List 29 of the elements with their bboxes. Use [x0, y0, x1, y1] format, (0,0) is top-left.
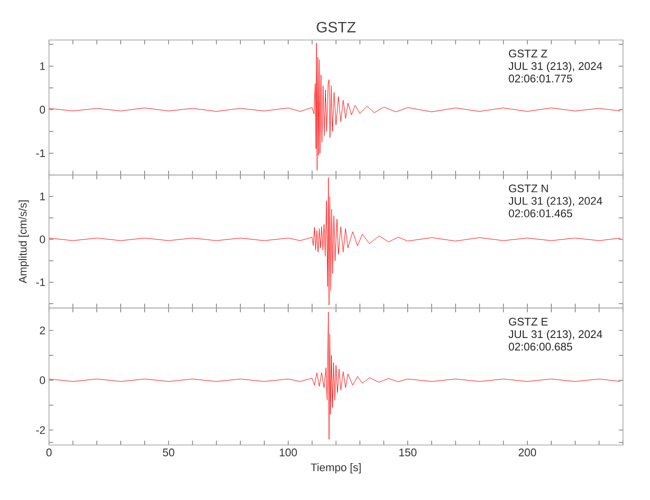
annotation: 02:06:01.775 — [508, 74, 572, 82]
x-tick-label: 50 — [162, 448, 174, 456]
annotation: 02:06:01.465 — [508, 210, 572, 218]
y-axis-title: Amplitud [cm/s/s] — [18, 200, 29, 284]
x-tick-label: 150 — [399, 448, 416, 456]
y-tick-label: -1 — [36, 278, 45, 286]
annotation: GSTZ Z — [508, 50, 548, 58]
y-tick-label: -2 — [36, 426, 45, 434]
y-tick-label: -1 — [36, 149, 45, 157]
line-series — [49, 312, 621, 440]
y-tick-label: 0 — [40, 376, 46, 384]
annotation: JUL 31 (213), 2024 — [508, 196, 602, 207]
annotation: JUL 31 (213), 2024 — [508, 330, 602, 340]
annotation: 02:06:00.685 — [508, 342, 572, 351]
y-tick-label: 1 — [40, 62, 45, 70]
annotation: GSTZ N — [508, 184, 548, 192]
x-tick-label: 200 — [518, 448, 536, 456]
y-tick-label: 1 — [40, 192, 45, 200]
chart-title: GSTZ — [316, 22, 356, 32]
x-tick-label: 100 — [280, 448, 297, 456]
annotation: GSTZ E — [508, 318, 548, 326]
line-series — [49, 42, 621, 170]
x-axis-title: Tiempo [s] — [310, 463, 361, 474]
y-tick-label: 0 — [40, 106, 46, 114]
y-tick-label: 2 — [40, 326, 45, 334]
annotation: JUL 31 (213), 2024 — [508, 62, 602, 72]
x-tick-label: 0 — [46, 448, 52, 456]
line-series — [49, 177, 621, 306]
y-tick-label: 0 — [40, 235, 46, 244]
